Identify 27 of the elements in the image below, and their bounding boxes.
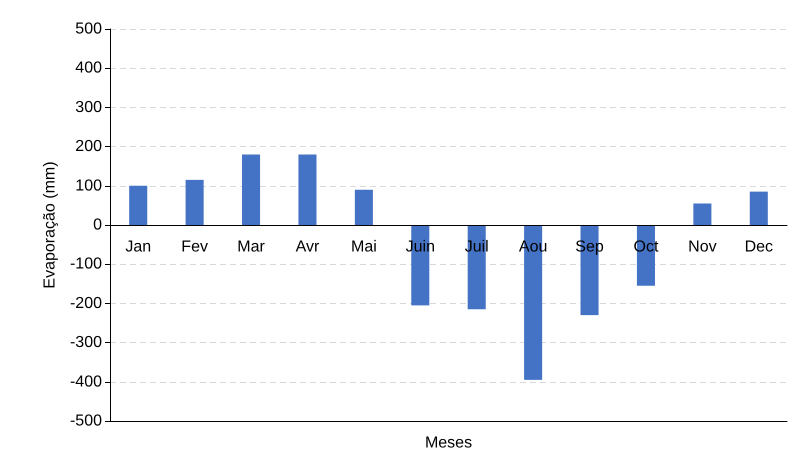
bar: [298, 154, 316, 225]
x-tick-label: Jan: [125, 238, 152, 256]
y-tick-label: -200: [70, 294, 102, 312]
x-axis-title: Meses: [424, 434, 472, 452]
bar: [693, 203, 712, 225]
bar: [354, 190, 373, 225]
x-tick-label: Fev: [181, 238, 208, 256]
y-tick-label: 400: [75, 60, 102, 77]
bar: [129, 186, 148, 225]
bar: [750, 192, 768, 225]
y-tick-label: -300: [70, 334, 102, 352]
y-tick-label: 200: [75, 138, 102, 156]
y-tick-label: 500: [75, 20, 102, 38]
y-tick-label: 300: [75, 98, 102, 116]
y-tick-label: -500: [70, 412, 102, 430]
bar: [242, 154, 260, 225]
y-tick-label: -400: [70, 373, 102, 390]
y-tick-label: 0: [93, 216, 102, 234]
x-tick-label: Nov: [688, 238, 717, 256]
y-axis-title: Evaporação (mm): [42, 161, 58, 289]
x-tick-label: Mar: [237, 238, 266, 256]
bar: [186, 180, 204, 225]
x-tick-label: Avr: [296, 238, 320, 256]
y-tick-label: 100: [75, 177, 102, 194]
y-tick-label: -100: [70, 256, 102, 273]
x-tick-label: Dec: [744, 238, 774, 256]
x-tick-label: Mai: [350, 238, 377, 256]
